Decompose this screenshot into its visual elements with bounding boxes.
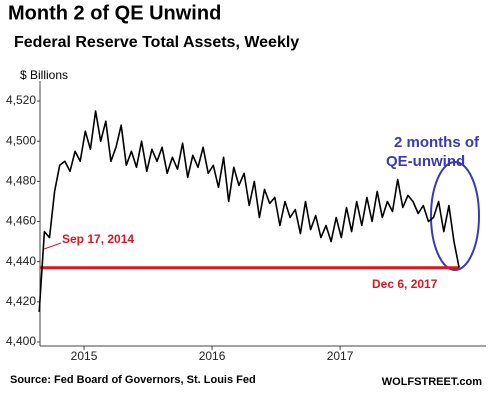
annotation-pointer bbox=[43, 242, 62, 250]
y-tick-label: 4,520 bbox=[6, 93, 36, 107]
annotation: Dec 6, 2017 bbox=[372, 277, 438, 291]
y-tick-label: 4,500 bbox=[6, 133, 36, 147]
y-tick-label: 4,400 bbox=[6, 334, 36, 348]
x-tick-label: 2016 bbox=[199, 349, 226, 363]
y-tick-label: 4,420 bbox=[6, 294, 36, 308]
credit: WOLFSTREET.com bbox=[382, 376, 482, 388]
annotation: Sep 17, 2014 bbox=[62, 232, 134, 246]
chart-title: Month 2 of QE Unwind bbox=[8, 2, 221, 24]
y-tick-label: 4,460 bbox=[6, 214, 36, 228]
x-tick-label: 2017 bbox=[327, 349, 354, 363]
annotation: 2 months of bbox=[394, 134, 480, 151]
chart-subtitle: Federal Reserve Total Assets, Weekly bbox=[14, 34, 299, 51]
source: Source: Fed Board of Governors, St. Loui… bbox=[10, 374, 256, 386]
y-tick-label: 4,480 bbox=[6, 174, 36, 188]
highlight-ellipse bbox=[430, 161, 480, 271]
y-axis-label: $ Billions bbox=[20, 68, 68, 82]
y-tick-label: 4,440 bbox=[6, 254, 36, 268]
x-tick-label: 2015 bbox=[71, 349, 98, 363]
data-line bbox=[38, 110, 460, 312]
